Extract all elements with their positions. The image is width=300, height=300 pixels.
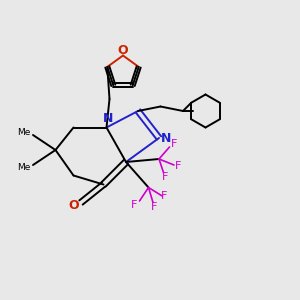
Text: Me: Me: [17, 163, 31, 172]
Text: N: N: [103, 112, 113, 125]
Text: N: N: [160, 132, 171, 145]
Text: F: F: [175, 160, 182, 171]
Text: Me: Me: [17, 128, 31, 137]
Text: F: F: [161, 191, 167, 201]
Text: F: F: [171, 139, 177, 149]
Text: O: O: [118, 44, 128, 57]
Text: F: F: [131, 200, 137, 210]
Text: F: F: [151, 202, 158, 212]
Text: F: F: [162, 172, 168, 182]
Text: O: O: [68, 199, 79, 212]
